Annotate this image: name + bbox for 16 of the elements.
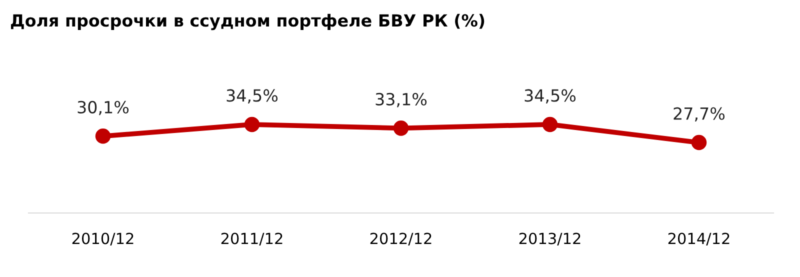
point (95, 128, 111, 144)
chart-title: Доля просрочки в ссудном портфеле БВУ РК (%) (11, 14, 484, 30)
data-label: 27,7% (674, 107, 725, 122)
x-tick-label: 2014/12 (668, 232, 730, 246)
x-tick-label: 2013/12 (519, 232, 580, 246)
x-tick-label: 2012/12 (370, 232, 432, 246)
point (691, 134, 707, 150)
x-tick-label: 2011/12 (221, 232, 282, 246)
point (244, 116, 260, 132)
point (393, 120, 409, 136)
data-label: 34,5% (226, 89, 278, 104)
data-label: 33,1% (376, 92, 427, 108)
point (542, 116, 558, 132)
x-tick-label: 2010/12 (72, 232, 134, 246)
data-label: 30,1% (78, 100, 129, 116)
data-label: 34,5% (524, 89, 576, 104)
